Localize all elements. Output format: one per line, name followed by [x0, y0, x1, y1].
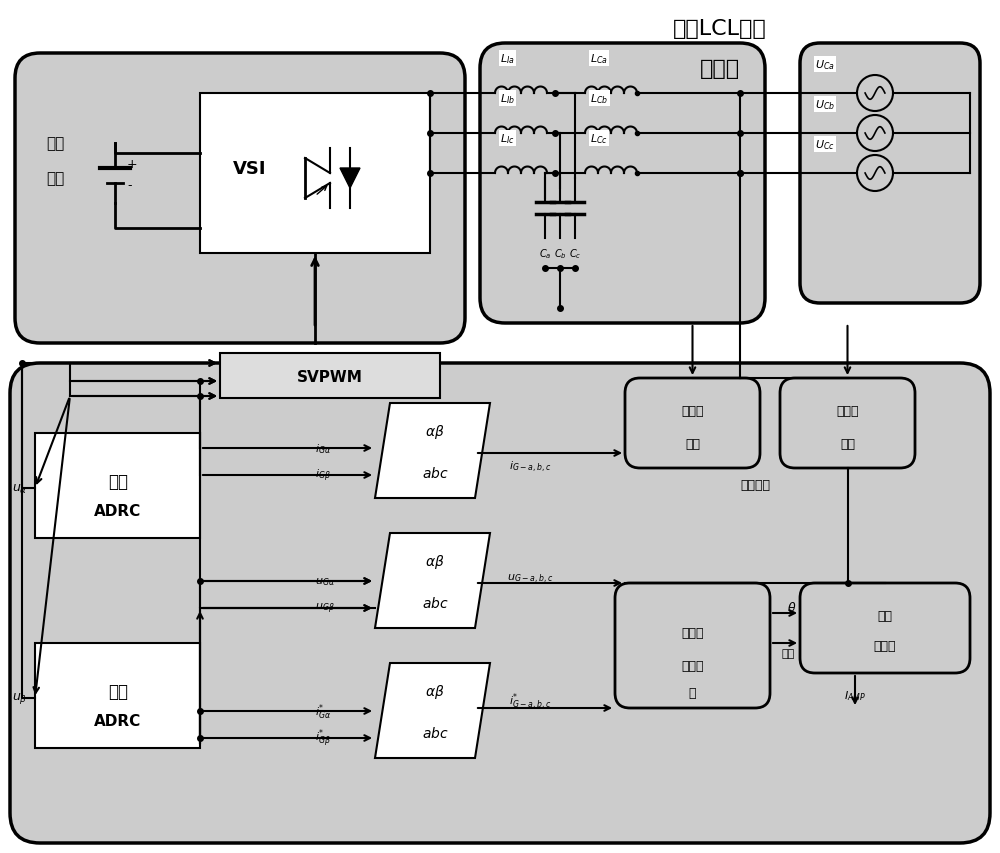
Text: $u_α$: $u_α$ [12, 482, 28, 495]
FancyBboxPatch shape [800, 44, 980, 304]
Text: 号发生: 号发生 [681, 659, 704, 673]
Text: 器: 器 [689, 687, 696, 699]
FancyBboxPatch shape [15, 54, 465, 344]
Text: $αβ$: $αβ$ [425, 682, 445, 700]
FancyBboxPatch shape [800, 583, 970, 673]
Text: 锁相环: 锁相环 [874, 640, 896, 653]
FancyBboxPatch shape [780, 379, 915, 468]
Text: ADRC: ADRC [94, 504, 142, 519]
Text: $u_{Gβ}$: $u_{Gβ}$ [315, 601, 335, 616]
Text: $L_{Cb}$: $L_{Cb}$ [590, 92, 608, 106]
Text: 幅值: 幅值 [782, 648, 795, 659]
Text: $L_{Ib}$: $L_{Ib}$ [500, 92, 515, 106]
FancyBboxPatch shape [35, 433, 200, 538]
Text: $i_{G-a,b,c}^{*}$: $i_{G-a,b,c}^{*}$ [509, 691, 551, 711]
Text: $abc$: $abc$ [422, 726, 448, 740]
Text: 第二: 第二 [108, 682, 128, 700]
FancyBboxPatch shape [480, 44, 765, 323]
Text: SVPWM: SVPWM [297, 369, 363, 384]
Text: 参考信: 参考信 [681, 627, 704, 640]
Text: 直流: 直流 [46, 136, 64, 151]
Text: $u_{Gα}$: $u_{Gα}$ [315, 576, 335, 587]
Text: +: + [127, 157, 138, 171]
Text: ADRC: ADRC [94, 714, 142, 728]
Text: $U_{Ca}$: $U_{Ca}$ [815, 58, 835, 72]
Text: $C_c$: $C_c$ [569, 247, 581, 260]
Text: $U_{Cb}$: $U_{Cb}$ [815, 98, 835, 112]
Text: $i_{Gα}$: $i_{Gα}$ [315, 442, 331, 456]
Text: 第一: 第一 [108, 473, 128, 490]
Text: $i_{Gα}^{*}$: $i_{Gα}^{*}$ [315, 701, 331, 721]
Text: θ: θ [787, 602, 795, 615]
FancyBboxPatch shape [625, 379, 760, 468]
FancyBboxPatch shape [200, 94, 430, 253]
Text: $L_{Ia}$: $L_{Ia}$ [500, 52, 515, 66]
Text: $u_{G-a,b,c}$: $u_{G-a,b,c}$ [507, 572, 553, 585]
Text: $L_{Cc}$: $L_{Cc}$ [590, 132, 608, 146]
Text: 相位: 相位 [878, 610, 893, 623]
Text: 电源: 电源 [46, 171, 64, 186]
Text: $αβ$: $αβ$ [425, 553, 445, 571]
Text: 感器: 感器 [685, 437, 700, 450]
Text: $C_b$: $C_b$ [554, 247, 566, 260]
Polygon shape [375, 533, 490, 629]
Text: $αβ$: $αβ$ [425, 422, 445, 440]
Text: 感器: 感器 [840, 437, 855, 450]
Text: $I_{AMP}$: $I_{AMP}$ [844, 688, 866, 702]
Text: 电压传: 电压传 [836, 405, 859, 418]
Text: $u_β$: $u_β$ [12, 691, 28, 705]
Text: $abc$: $abc$ [422, 466, 448, 481]
Text: $L_{Ca}$: $L_{Ca}$ [590, 52, 608, 66]
Text: 三相LCL并网: 三相LCL并网 [673, 19, 767, 39]
Text: $i_{Gβ}$: $i_{Gβ}$ [315, 467, 331, 484]
Text: $abc$: $abc$ [422, 595, 448, 611]
FancyBboxPatch shape [615, 583, 770, 708]
Polygon shape [340, 169, 360, 189]
Text: $C_a$: $C_a$ [539, 247, 551, 260]
Text: 获取单元: 获取单元 [740, 479, 770, 491]
Text: $i_{G-a,b,c}$: $i_{G-a,b,c}$ [509, 459, 551, 474]
Text: $L_{Ic}$: $L_{Ic}$ [500, 132, 515, 146]
Polygon shape [375, 403, 490, 498]
Text: -: - [127, 179, 132, 192]
FancyBboxPatch shape [10, 363, 990, 843]
Polygon shape [375, 664, 490, 758]
FancyBboxPatch shape [35, 643, 200, 748]
Text: $i_{Gβ}^{*}$: $i_{Gβ}^{*}$ [315, 727, 331, 749]
FancyBboxPatch shape [220, 354, 440, 398]
Text: $U_{Cc}$: $U_{Cc}$ [815, 138, 835, 152]
Text: VSI: VSI [233, 160, 267, 177]
Text: 逆变器: 逆变器 [700, 59, 740, 79]
Text: 电流传: 电流传 [681, 405, 704, 418]
